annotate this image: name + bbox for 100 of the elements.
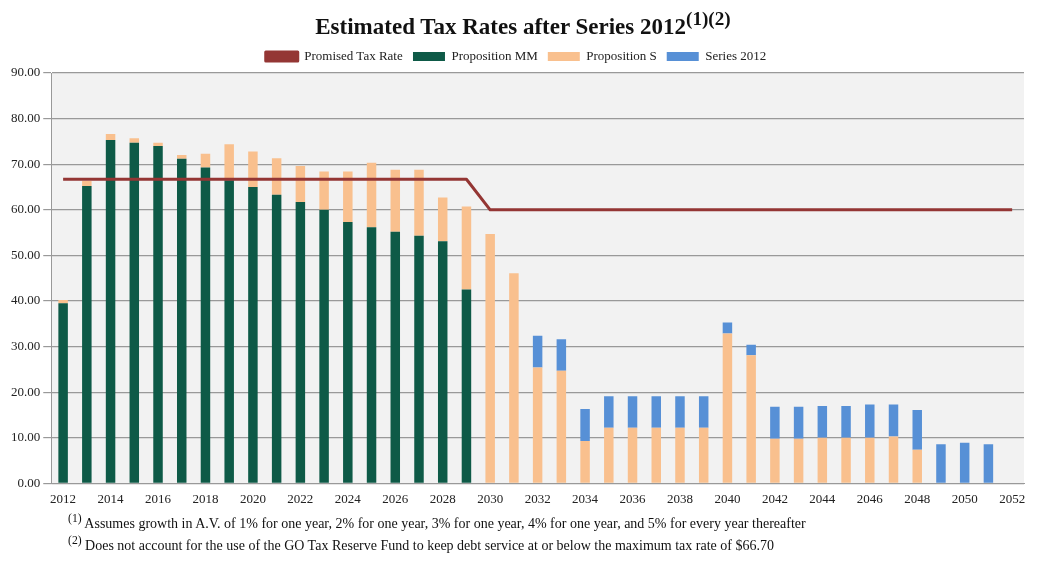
bar [722,322,733,334]
x-tick-label: 2026 [382,490,409,506]
x-tick-label: 2040 [714,490,741,506]
bar [604,427,614,483]
bar [865,404,875,438]
bar [390,231,401,483]
bar [651,427,661,483]
bar [105,139,116,483]
bar [817,405,828,438]
x-tick-label: 2052 [999,490,1026,506]
bar [770,438,780,483]
y-tick-label: 50.00 [11,246,41,262]
bar [888,436,899,483]
bar [224,143,234,180]
bar [793,406,804,439]
bar [580,408,590,441]
text: $^{(2)}$ Does not account for the use of the GO Tax Reserve Fund to keep debt service at or below the maximum tax rate of $66.70 [68,533,775,555]
bar [58,299,68,303]
bar [414,235,424,483]
legend-label: Promised Tax Rate [304,47,403,63]
bar [437,197,448,241]
bar [746,344,756,355]
y-tick-label: 20.00 [11,383,41,399]
bar [129,137,140,143]
x-tick-label: 2022 [287,490,314,506]
bar [200,153,211,168]
bar [343,171,353,222]
bar [366,162,377,227]
bar [770,406,780,439]
bar [675,427,685,483]
y-tick-label: 10.00 [11,428,41,444]
y-tick-label: 60.00 [11,200,41,216]
bar [129,142,140,483]
x-tick-label: 2050 [951,490,978,506]
x-tick-label: 2020 [239,490,266,506]
bar [912,449,922,483]
x-tick-label: 2016 [145,490,172,506]
bar [627,427,638,483]
y-tick-label: 30.00 [11,337,41,353]
bar [414,169,424,236]
bar [651,395,661,428]
bar [248,186,258,483]
legend-label: Proposition MM [451,47,539,63]
x-tick-label: 2024 [334,490,362,506]
y-tick-label: 70.00 [11,155,41,171]
bar [58,302,68,483]
x-tick-label: 2048 [904,490,931,506]
x-tick-label: 2014 [97,490,125,506]
bar [532,367,543,483]
bar [461,206,472,290]
x-tick-label: 2038 [666,490,693,506]
bar [556,338,567,371]
bar [959,442,970,483]
bar [698,427,709,483]
bar [200,167,211,483]
bar [983,443,994,483]
bar [271,194,282,483]
bar [841,405,851,438]
bar [532,335,543,368]
bar [366,226,377,483]
x-tick-label: 2028 [429,490,456,506]
y-tick-label: 90.00 [11,64,41,80]
text: $^{(1)}$ Assumes growth in A.V. of 1% for one year, 2% for one year, 3% for one year, 4% for one year, and 5% for every year thereafter [68,510,807,533]
bar [224,179,234,483]
bar [698,395,709,428]
bar [82,185,92,483]
bar [580,440,590,483]
bar [509,272,519,483]
bar [912,409,922,450]
bar [793,438,804,483]
bar [841,437,851,483]
bar [319,171,329,210]
bar [153,145,163,483]
bar [319,209,329,483]
bar [177,154,187,159]
bar [82,180,92,186]
x-tick-label: 2036 [619,490,647,506]
y-tick-label: 0.00 [17,474,41,490]
y-tick-label: 80.00 [11,109,41,125]
legend-label: Series 2012 [705,47,767,63]
bar [248,151,258,187]
bar [105,133,116,140]
bar [485,233,495,483]
bar [461,289,472,483]
bar [746,354,756,483]
bar [153,142,163,146]
bar [604,395,614,428]
x-tick-label: 2042 [761,490,788,506]
x-tick-label: 2032 [524,490,551,506]
bar [865,437,875,483]
x-tick-label: 2034 [572,490,599,506]
bar [936,443,946,483]
bar [627,395,638,428]
x-tick-label: 2046 [856,490,884,506]
bar [437,240,448,483]
bar [390,169,401,232]
bar [722,333,733,483]
x-tick-label: 2030 [477,490,504,506]
legend-label: Proposition S [586,47,657,63]
bar [817,437,828,483]
